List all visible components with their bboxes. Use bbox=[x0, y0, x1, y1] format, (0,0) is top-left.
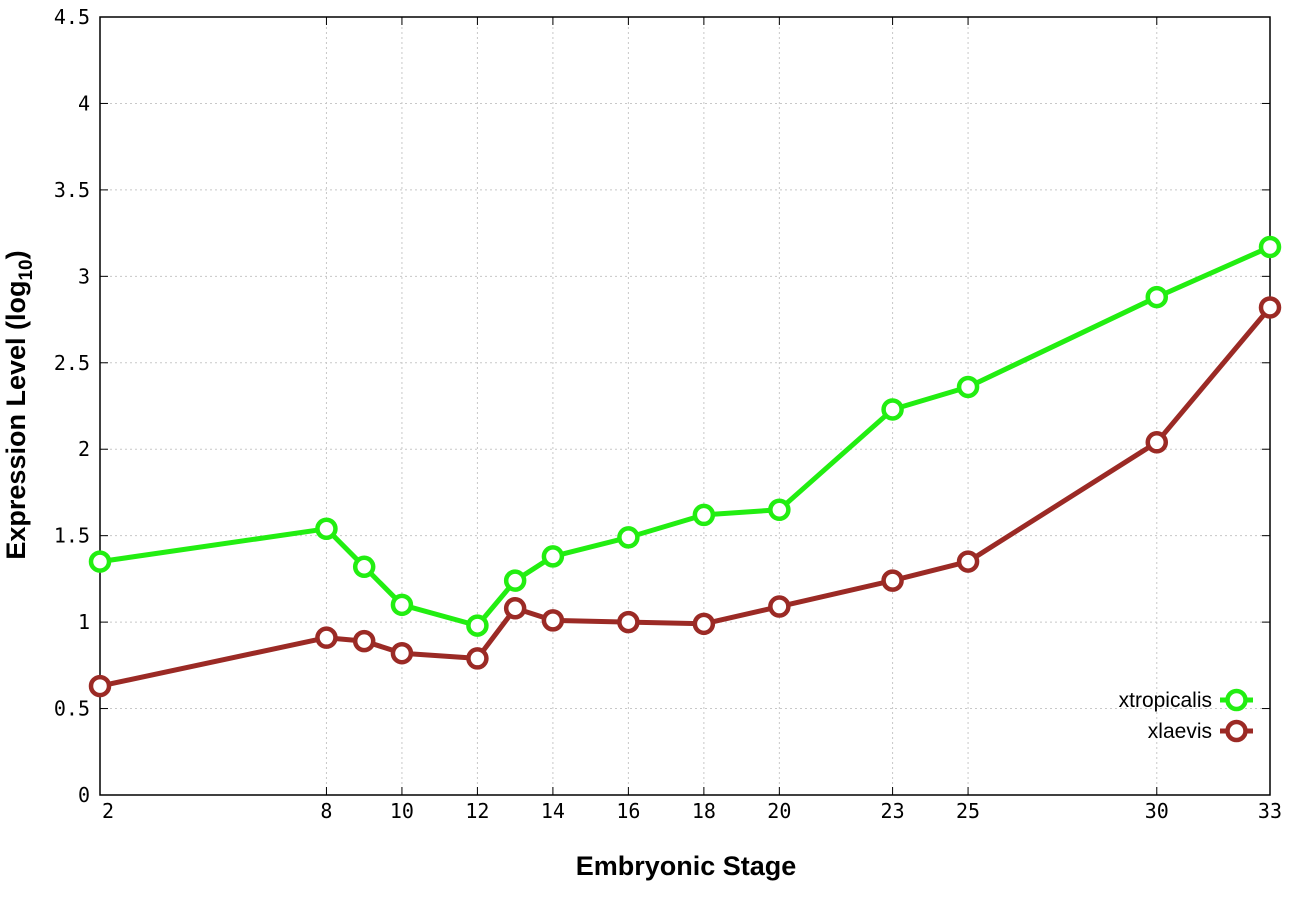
data-point-xtropicalis bbox=[617, 526, 640, 549]
x-axis-title: Embryonic Stage bbox=[576, 851, 797, 881]
data-point-xtropicalis bbox=[541, 545, 565, 568]
data-point-xlaevis bbox=[315, 626, 338, 649]
data-point-xtropicalis bbox=[503, 569, 527, 592]
data-point-xlaevis bbox=[390, 641, 414, 665]
legend-label-xlaevis: xlaevis bbox=[1148, 720, 1212, 743]
legend-swatch-marker bbox=[1225, 688, 1248, 712]
data-point-xtropicalis bbox=[352, 555, 376, 579]
data-point-xtropicalis bbox=[768, 498, 791, 521]
y-axis-title-close: ) bbox=[1, 250, 31, 259]
data-point-xlaevis bbox=[956, 550, 980, 573]
data-point-xlaevis bbox=[88, 674, 112, 698]
y-tick-label: 3 bbox=[78, 264, 90, 288]
axis-ticks: 0 0.5 1 1.5 2 2.5 3 3.5 4 4.5 2 8 10 12 14 16 18 20 23 25 30… bbox=[54, 5, 1282, 823]
data-point-xtropicalis bbox=[315, 517, 338, 541]
data-point-xlaevis bbox=[541, 609, 565, 632]
x-tick-label: 8 bbox=[320, 799, 332, 823]
series-group bbox=[88, 235, 1282, 698]
data-point-xlaevis bbox=[466, 647, 489, 670]
data-point-xlaevis bbox=[881, 569, 904, 592]
x-tick-label: 16 bbox=[616, 799, 640, 823]
x-tick-label: 23 bbox=[881, 799, 905, 823]
data-point-xtropicalis bbox=[1145, 285, 1169, 309]
data-point-xtropicalis bbox=[692, 503, 716, 527]
data-point-xlaevis bbox=[1145, 431, 1169, 454]
x-tick-label: 10 bbox=[390, 799, 414, 823]
data-point-xtropicalis bbox=[390, 593, 414, 617]
series-xlaevis bbox=[88, 296, 1282, 698]
data-point-xlaevis bbox=[352, 629, 376, 653]
data-point-xlaevis bbox=[503, 597, 527, 620]
data-point-xtropicalis bbox=[881, 398, 904, 421]
y-tick-label: 2 bbox=[78, 437, 90, 461]
y-tick-label: 4 bbox=[78, 91, 90, 115]
plot-frame bbox=[99, 16, 1271, 796]
x-tick-label: 25 bbox=[956, 799, 980, 823]
x-tick-label: 18 bbox=[692, 799, 716, 823]
legend-swatch-marker bbox=[1225, 719, 1248, 743]
data-point-xtropicalis bbox=[466, 614, 489, 637]
grid-lines bbox=[100, 17, 1270, 795]
x-tick-label: 12 bbox=[465, 799, 489, 823]
data-point-xlaevis bbox=[1258, 296, 1282, 319]
data-point-xtropicalis bbox=[1258, 235, 1282, 259]
y-tick-label: 0 bbox=[78, 783, 90, 807]
data-point-xlaevis bbox=[617, 610, 640, 634]
legend: xtropicalis xlaevis bbox=[1119, 688, 1253, 743]
y-tick-label: 4.5 bbox=[54, 5, 90, 29]
y-tick-label: 1.5 bbox=[54, 524, 90, 548]
y-axis-title-main: Expression Level (log bbox=[1, 281, 31, 560]
y-tick-label: 3.5 bbox=[54, 178, 90, 202]
x-tick-label: 14 bbox=[541, 799, 565, 823]
y-tick-label: 0.5 bbox=[54, 697, 90, 721]
y-axis-title: Expression Level (log10) bbox=[1, 250, 37, 559]
legend-label-xtropicalis: xtropicalis bbox=[1119, 689, 1212, 712]
y-axis-title-subscript: 10 bbox=[16, 259, 37, 280]
data-point-xlaevis bbox=[692, 612, 716, 636]
series-line-xlaevis bbox=[99, 305, 1272, 689]
series-line-xtropicalis bbox=[99, 244, 1272, 629]
y-tick-label: 2.5 bbox=[54, 351, 90, 375]
x-tick-label: 33 bbox=[1258, 799, 1282, 823]
x-tick-label: 20 bbox=[767, 799, 791, 823]
data-point-xtropicalis bbox=[956, 375, 980, 399]
x-tick-label: 2 bbox=[102, 799, 114, 823]
data-point-xtropicalis bbox=[88, 550, 112, 573]
y-tick-label: 1 bbox=[78, 610, 90, 634]
data-point-xlaevis bbox=[768, 595, 791, 618]
x-tick-label: 30 bbox=[1145, 799, 1169, 823]
series-xtropicalis bbox=[88, 235, 1282, 637]
